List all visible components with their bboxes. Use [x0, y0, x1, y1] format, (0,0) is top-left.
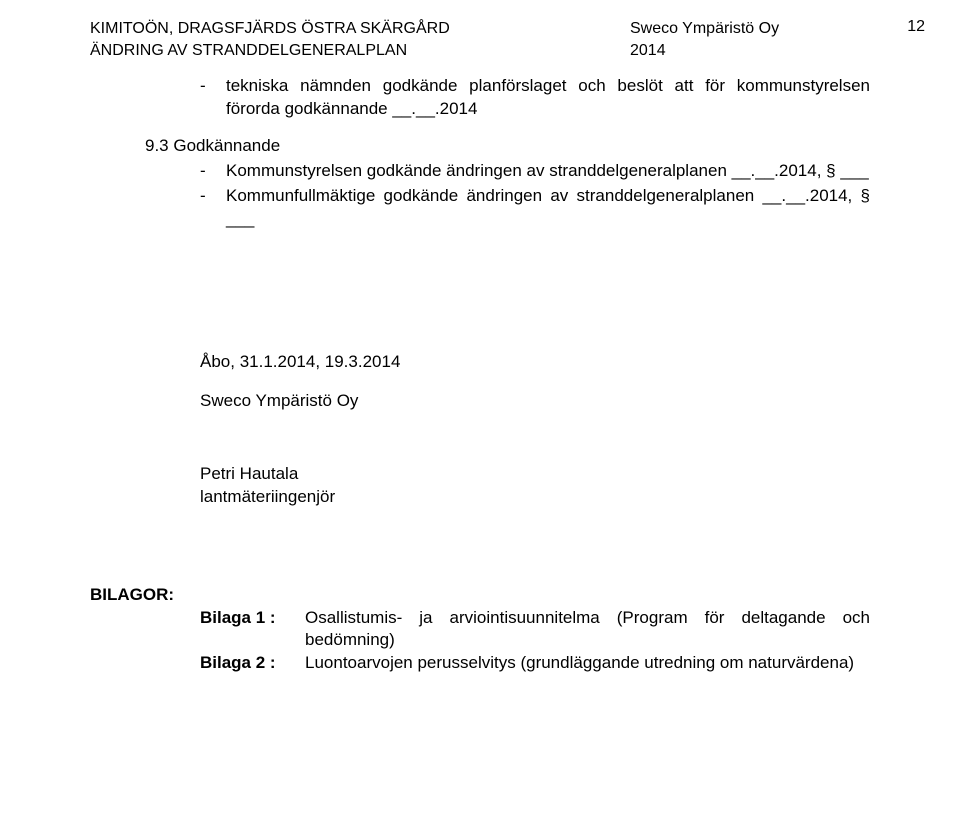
attachment-row-1: Bilaga 1 : Osallistumis- ja arviointisuu… [200, 607, 870, 653]
section-bullet-1-text: Kommunstyrelsen godkände ändringen av st… [226, 160, 870, 183]
section-bullet-2-text: Kommunfullmäktige godkände ändringen av … [226, 185, 870, 231]
header-left-line2: ÄNDRING AV STRANDDELGENERALPLAN [90, 40, 630, 62]
header-left-line1: KIMITOÖN, DRAGSFJÄRDS ÖSTRA SKÄRGÅRD [90, 18, 630, 40]
section-bullet-1: - Kommunstyrelsen godkände ändringen av … [200, 160, 870, 183]
attachment-1-label: Bilaga 1 : [200, 607, 305, 653]
document-header: KIMITOÖN, DRAGSFJÄRDS ÖSTRA SKÄRGÅRD ÄND… [90, 18, 870, 61]
attachment-row-2: Bilaga 2 : Luontoarvojen perusselvitys (… [200, 652, 870, 675]
header-right-line2: 2014 [630, 40, 870, 62]
signature-company: Sweco Ympäristö Oy [200, 390, 870, 413]
bullet-dash-icon: - [200, 160, 226, 183]
attachment-2-text: Luontoarvojen perusselvitys (grundläggan… [305, 652, 870, 675]
attachments-heading: BILAGOR: [90, 584, 870, 607]
section-bullet-2: - Kommunfullmäktige godkände ändringen a… [200, 185, 870, 231]
page-number: 12 [907, 18, 925, 36]
header-right-line1: Sweco Ympäristö Oy [630, 18, 870, 40]
header-left: KIMITOÖN, DRAGSFJÄRDS ÖSTRA SKÄRGÅRD ÄND… [90, 18, 630, 61]
intro-bullet: - tekniska nämnden godkände planförslage… [200, 75, 870, 121]
attachments-section: BILAGOR: Bilaga 1 : Osallistumis- ja arv… [90, 584, 870, 676]
section-title: 9.3 Godkännande [145, 135, 870, 158]
header-right: Sweco Ympäristö Oy 2014 [630, 18, 870, 61]
intro-bullet-text: tekniska nämnden godkände planförslaget … [226, 75, 870, 121]
signature-block: Åbo, 31.1.2014, 19.3.2014 Sweco Ympärist… [200, 351, 870, 509]
bullet-dash-icon: - [200, 75, 226, 121]
body-content: - tekniska nämnden godkände planförslage… [90, 75, 870, 675]
signature-title: lantmäteriingenjör [200, 486, 870, 509]
signature-name: Petri Hautala [200, 463, 870, 486]
document-page: 12 KIMITOÖN, DRAGSFJÄRDS ÖSTRA SKÄRGÅRD … [0, 0, 960, 822]
signature-place-date: Åbo, 31.1.2014, 19.3.2014 [200, 351, 870, 374]
attachment-1-text: Osallistumis- ja arviointisuunnitelma (P… [305, 607, 870, 653]
attachment-2-label: Bilaga 2 : [200, 652, 305, 675]
bullet-dash-icon: - [200, 185, 226, 231]
